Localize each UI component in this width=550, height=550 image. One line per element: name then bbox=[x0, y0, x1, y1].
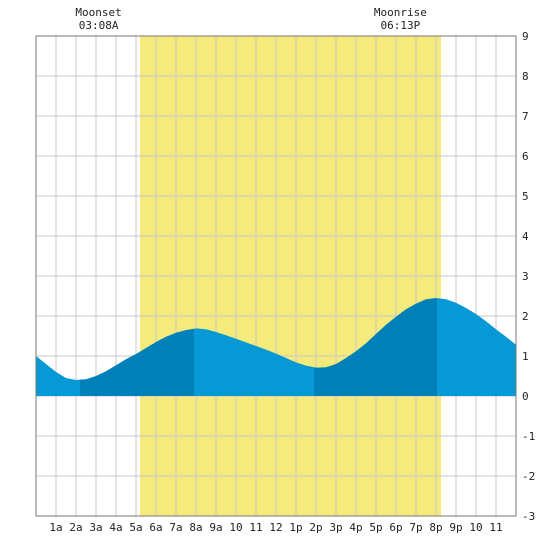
y-tick-label: 7 bbox=[522, 110, 529, 123]
x-tick-label: 4a bbox=[109, 521, 122, 534]
x-tick-label: 9a bbox=[209, 521, 222, 534]
x-tick-label: 3p bbox=[329, 521, 342, 534]
x-tick-label: 11 bbox=[249, 521, 262, 534]
x-tick-label: 3a bbox=[89, 521, 102, 534]
tide-area-falling bbox=[437, 298, 516, 396]
x-tick-label: 10 bbox=[469, 521, 482, 534]
x-tick-label: 5p bbox=[369, 521, 382, 534]
tide-area-falling bbox=[194, 328, 314, 396]
y-tick-label: 0 bbox=[522, 390, 529, 403]
y-tick-label: 1 bbox=[522, 350, 529, 363]
x-tick-label: 5a bbox=[129, 521, 142, 534]
y-tick-label: 9 bbox=[522, 30, 529, 43]
x-tick-label: 1a bbox=[49, 521, 62, 534]
x-tick-label: 2a bbox=[69, 521, 82, 534]
x-tick-label: 8a bbox=[189, 521, 202, 534]
y-tick-label: 6 bbox=[522, 150, 529, 163]
moonset-time: 03:08A bbox=[79, 19, 119, 32]
y-tick-label: 2 bbox=[522, 310, 529, 323]
tide-area-falling bbox=[36, 356, 80, 396]
x-tick-label: 7p bbox=[409, 521, 422, 534]
x-tick-label: 7a bbox=[169, 521, 182, 534]
moonrise-label: Moonrise bbox=[374, 6, 427, 19]
x-tick-label: 11 bbox=[489, 521, 502, 534]
x-tick-label: 10 bbox=[229, 521, 242, 534]
y-tick-label: 8 bbox=[522, 70, 529, 83]
moonset-label: Moonset bbox=[75, 6, 121, 19]
x-tick-label: 1p bbox=[289, 521, 302, 534]
x-tick-label: 9p bbox=[449, 521, 462, 534]
tide-area-rising bbox=[80, 328, 194, 396]
y-tick-label: 5 bbox=[522, 190, 529, 203]
x-tick-label: 8p bbox=[429, 521, 442, 534]
moonrise-time: 06:13P bbox=[381, 19, 421, 32]
y-tick-label: -2 bbox=[522, 470, 535, 483]
plot-frame bbox=[35, 35, 517, 517]
tide-area-rising bbox=[314, 298, 437, 396]
x-tick-label: 6a bbox=[149, 521, 162, 534]
x-tick-label: 6p bbox=[389, 521, 402, 534]
y-tick-label: -3 bbox=[522, 510, 535, 523]
y-tick-label: 4 bbox=[522, 230, 529, 243]
y-tick-label: 3 bbox=[522, 270, 529, 283]
x-tick-label: 12 bbox=[269, 521, 282, 534]
x-tick-label: 2p bbox=[309, 521, 322, 534]
x-tick-label: 4p bbox=[349, 521, 362, 534]
y-tick-label: -1 bbox=[522, 430, 535, 443]
